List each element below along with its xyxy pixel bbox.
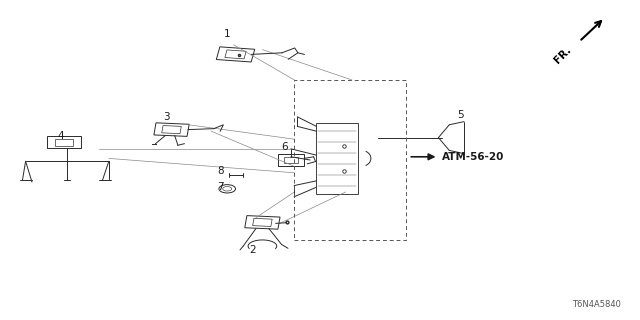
Text: T6N4A5840: T6N4A5840	[572, 300, 621, 309]
Bar	[216, 47, 255, 62]
Text: 1: 1	[224, 28, 230, 39]
Bar	[284, 157, 298, 164]
Text: 7: 7	[218, 182, 224, 192]
Text: ATM-56-20: ATM-56-20	[442, 152, 504, 162]
Text: 3: 3	[163, 112, 170, 122]
Text: 5: 5	[458, 110, 464, 120]
Bar	[225, 50, 246, 59]
Text: 6: 6	[282, 142, 288, 152]
Text: 2: 2	[250, 244, 256, 255]
Bar	[294, 80, 406, 240]
Text: 8: 8	[218, 166, 224, 176]
Text: FR.: FR.	[552, 45, 573, 66]
Text: 4: 4	[58, 131, 64, 141]
Bar	[154, 123, 189, 136]
Bar	[317, 123, 358, 194]
Bar	[55, 139, 73, 146]
Bar	[162, 125, 181, 134]
Bar	[253, 218, 272, 227]
Bar	[47, 136, 81, 148]
Bar	[244, 216, 280, 229]
Bar	[278, 155, 304, 166]
